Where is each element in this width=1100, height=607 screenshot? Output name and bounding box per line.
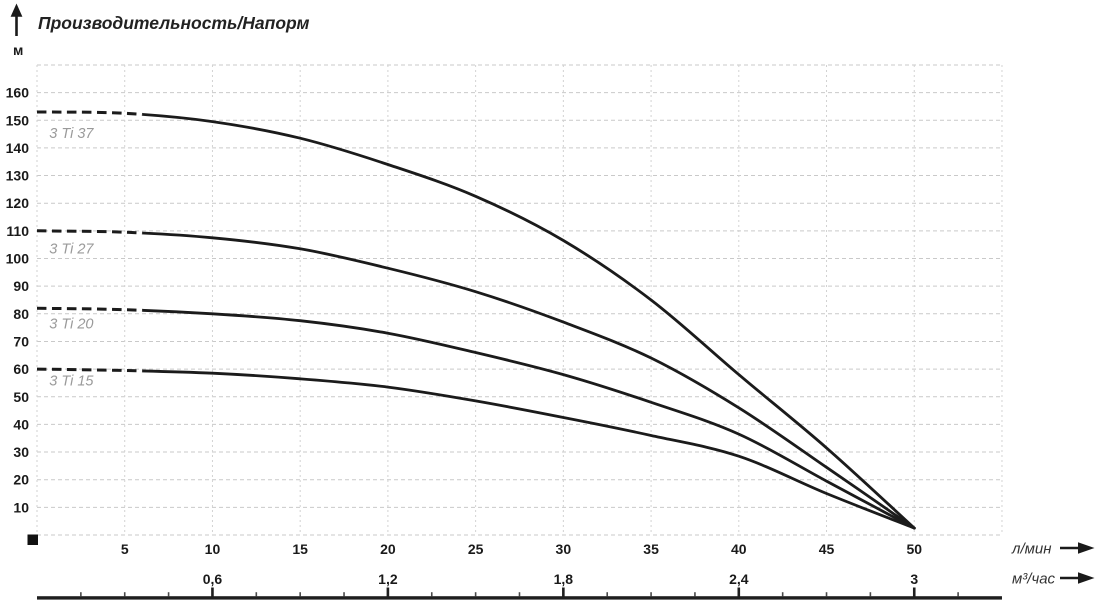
y-axis-tick-label: 20 bbox=[13, 472, 29, 488]
pump-curves bbox=[36, 110, 916, 530]
scale-bar-major-tick bbox=[562, 587, 565, 597]
scale-bar-minor-tick bbox=[781, 592, 784, 597]
y-axis-tick-label: 160 bbox=[6, 85, 30, 101]
x-axis-m3h-unit-label: м³/час bbox=[1012, 571, 1056, 588]
x-axis-m3h-tick-label: 3 bbox=[910, 571, 918, 587]
scale-bar-line bbox=[37, 596, 1002, 600]
x-axis-lmin-tick-labels: 5 10 15 20 25 30 35 40 45 50 bbox=[121, 541, 922, 557]
x-axis-lmin-tick-label: 30 bbox=[556, 541, 572, 557]
y-axis-unit-label: м bbox=[13, 42, 23, 58]
x-axis-lmin-tick-label: 5 bbox=[121, 541, 129, 557]
pump-curve-3-ti-37-label: 3 Ti 37 bbox=[49, 126, 94, 142]
pump-curve-3-ti-15-dashed bbox=[36, 367, 143, 373]
y-axis-tick-label: 70 bbox=[13, 333, 29, 349]
y-axis-tick-label: 50 bbox=[13, 389, 29, 405]
chart-title: Производительность/Напорм bbox=[38, 13, 309, 33]
x-axis-lmin-tick-label: 15 bbox=[292, 541, 308, 557]
x-axis-m3h-tick-labels: 0,6 1,2 1,8 2,4 3 bbox=[203, 571, 919, 587]
scale-bar-minor-tick bbox=[694, 592, 696, 597]
y-axis-tick-label: 130 bbox=[6, 168, 30, 184]
y-axis-tick-label: 120 bbox=[6, 195, 30, 211]
scale-bar-minor-tick bbox=[869, 592, 872, 597]
y-axis-tick-label: 140 bbox=[6, 140, 30, 156]
x-axis-lmin-arrow-icon bbox=[1060, 542, 1095, 554]
x-axis-lmin-tick-label: 35 bbox=[643, 541, 659, 557]
x-axis-m3h-arrow-icon bbox=[1060, 572, 1095, 584]
x-axis-lmin-tick-label: 20 bbox=[380, 541, 396, 557]
y-axis-arrow-icon bbox=[10, 3, 23, 36]
x-axis-lmin-tick-label: 50 bbox=[906, 541, 922, 557]
x-axis-m3h-tick-label: 1,8 bbox=[554, 571, 574, 587]
y-axis-tick-label: 60 bbox=[13, 361, 29, 377]
pump-curve-3-ti-27-label: 3 Ti 27 bbox=[49, 241, 94, 257]
y-axis-tick-label: 150 bbox=[6, 112, 30, 128]
scale-bar-minor-tick bbox=[80, 592, 82, 597]
scale-bar-minor-tick bbox=[474, 592, 477, 597]
x-axis-lmin-tick-label: 10 bbox=[205, 541, 221, 557]
scale-bar-minor-tick bbox=[606, 592, 609, 597]
scale-bar bbox=[37, 587, 1002, 600]
x-axis-m3h-tick-label: 2,4 bbox=[729, 571, 749, 587]
y-axis-tick-label: 30 bbox=[13, 444, 29, 460]
x-axis-lmin-unit-label: л/мин bbox=[1011, 541, 1052, 558]
pump-curve-3-ti-20-solid bbox=[142, 308, 916, 530]
y-axis-tick-label: 110 bbox=[6, 223, 29, 239]
scale-bar-major-tick bbox=[386, 587, 390, 597]
y-axis-tick-label: 100 bbox=[6, 251, 30, 267]
y-axis-tick-label: 10 bbox=[13, 499, 29, 515]
scale-bar-minor-tick bbox=[957, 592, 959, 597]
y-axis-tick-label: 40 bbox=[13, 416, 29, 432]
y-axis-tick-labels: 10 20 30 40 50 60 70 80 90 100 110 120 130 140 150 160 bbox=[6, 85, 30, 516]
scale-bar-minor-tick bbox=[650, 592, 652, 597]
scale-bar-minor-tick bbox=[343, 592, 345, 597]
pump-curve-3-ti-15-solid bbox=[142, 369, 916, 530]
grid-lines bbox=[36, 64, 1003, 536]
x-axis-lmin-tick-label: 25 bbox=[468, 541, 484, 557]
pump-curve-3-ti-15-label: 3 Ti 15 bbox=[49, 374, 94, 390]
y-axis-tick-label: 80 bbox=[13, 306, 29, 322]
scale-bar-minor-tick bbox=[430, 592, 433, 597]
pump-curve-3-ti-27-solid bbox=[142, 231, 916, 530]
scale-bar-minor-tick bbox=[518, 592, 521, 597]
scale-bar-minor-tick bbox=[123, 592, 126, 597]
x-axis-m3h-tick-label: 1,2 bbox=[378, 571, 398, 587]
origin-marker-square bbox=[27, 534, 38, 545]
scale-bar-minor-tick bbox=[299, 592, 301, 597]
scale-bar-major-tick bbox=[912, 587, 916, 597]
y-axis-tick-label: 90 bbox=[13, 278, 29, 294]
scale-bar-major-tick bbox=[211, 587, 214, 597]
scale-bar-minor-tick bbox=[825, 592, 828, 597]
x-axis-m3h-tick-label: 0,6 bbox=[203, 571, 223, 587]
pump-curve-3-ti-37-solid bbox=[142, 113, 916, 530]
scale-bar-minor-tick bbox=[167, 592, 170, 597]
scale-bar-major-tick bbox=[737, 587, 741, 597]
pump-curve-labels: 3 Ti 37 3 Ti 27 3 Ti 20 3 Ti 15 bbox=[49, 126, 94, 389]
scale-bar-minor-tick bbox=[255, 592, 258, 597]
x-axis-lmin-tick-label: 45 bbox=[819, 541, 835, 557]
pump-curve-3-ti-20-label: 3 Ti 20 bbox=[49, 316, 93, 332]
x-axis-lmin-tick-label: 40 bbox=[731, 541, 747, 557]
